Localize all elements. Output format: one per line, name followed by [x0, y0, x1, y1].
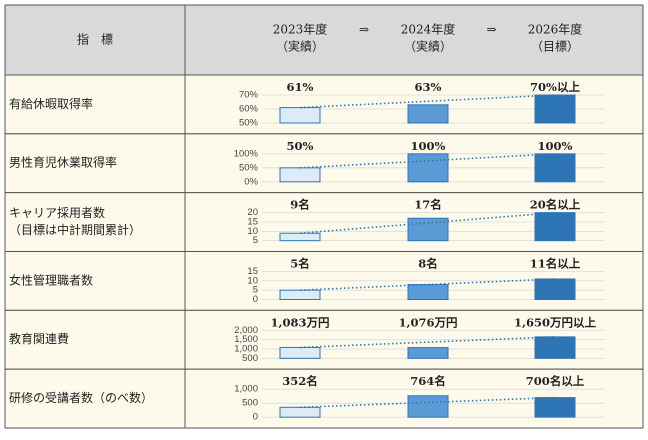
header-column: 2026年度 — [528, 22, 583, 37]
header-bg — [4, 4, 644, 76]
y-tick-label: 15 — [247, 266, 258, 277]
value-label: 17名 — [414, 198, 442, 212]
row-label: 有給休暇取得率 — [9, 96, 93, 111]
bar — [279, 232, 321, 242]
value-label: 700名以上 — [526, 374, 585, 388]
y-tick-label: 50% — [239, 118, 259, 129]
bar — [407, 284, 449, 300]
value-label: 61% — [287, 80, 314, 94]
header-column: 2024年度 — [401, 22, 456, 37]
bar — [279, 346, 321, 359]
value-label: 70%以上 — [530, 80, 580, 94]
y-tick-label: 0 — [253, 294, 258, 305]
value-label: 352名 — [282, 374, 318, 388]
row-label: 女性管理職者数 — [9, 272, 93, 287]
row-label: （目標は中計期間累計） — [9, 222, 141, 237]
bar — [534, 153, 576, 183]
y-tick-label: 1,000 — [234, 384, 258, 395]
header-column: （実績） — [276, 39, 324, 54]
bar — [407, 395, 449, 418]
value-label: 50% — [287, 139, 314, 153]
header-column: （目標） — [531, 40, 579, 54]
bar — [407, 347, 449, 359]
value-label: 8名 — [418, 256, 438, 270]
trend-line — [299, 278, 556, 291]
bar — [534, 397, 576, 418]
trend-line — [299, 211, 556, 234]
bar — [407, 217, 449, 242]
header-column: （実績） — [404, 39, 452, 54]
header-column: 2023年度 — [273, 22, 328, 37]
bar — [407, 104, 449, 124]
row-label: 研修の受講者数（のべ数） — [9, 390, 153, 405]
bar — [534, 278, 576, 300]
value-label: 100% — [411, 139, 446, 153]
bar — [279, 107, 321, 124]
y-tick-label: 1,000 — [234, 344, 258, 355]
y-tick-label: 5 — [253, 285, 258, 296]
bar — [534, 94, 576, 124]
y-tick-label: 2,000 — [234, 325, 258, 336]
value-label: 9名 — [290, 198, 310, 212]
y-tick-label: 10 — [247, 275, 258, 286]
y-tick-label: 500 — [242, 353, 258, 364]
value-label: 1,083万円 — [270, 315, 329, 329]
row-label: キャリア採用者数 — [9, 205, 105, 220]
header-indicator: 指 標 — [77, 32, 113, 47]
trend-line — [299, 396, 556, 409]
y-tick-label: 500 — [242, 398, 258, 409]
value-label: 764名 — [410, 374, 446, 388]
trend-line — [299, 336, 556, 349]
bar — [279, 406, 321, 418]
value-label: 1,076万円 — [398, 315, 457, 329]
trend-line — [299, 94, 556, 109]
bar — [279, 289, 321, 300]
value-label: 20名以上 — [530, 198, 581, 212]
value-label: 100% — [538, 139, 573, 153]
bar — [407, 153, 449, 183]
header-arrow: ⇒ — [486, 23, 496, 37]
trend-line — [299, 153, 556, 169]
y-tick-label: 60% — [239, 104, 259, 115]
y-tick-label: 10 — [247, 226, 258, 237]
y-tick-label: 1,500 — [234, 334, 258, 345]
bar — [534, 336, 576, 359]
value-label: 5名 — [290, 256, 310, 270]
row-label: 男性育児休業取得率 — [9, 155, 117, 170]
bar — [534, 212, 576, 242]
value-label: 63% — [415, 80, 442, 94]
value-label: 11名以上 — [530, 256, 581, 270]
y-tick-label: 15 — [247, 217, 258, 228]
y-tick-label: 100% — [234, 148, 259, 159]
y-tick-label: 0 — [253, 412, 258, 423]
y-tick-label: 20 — [247, 207, 258, 218]
y-tick-label: 70% — [239, 90, 259, 101]
y-tick-label: 0% — [244, 176, 258, 187]
header-arrow: ⇒ — [359, 23, 369, 37]
bar — [279, 167, 321, 183]
value-label: 1,650万円以上 — [514, 315, 597, 329]
row-label: 教育関連費 — [9, 331, 69, 346]
y-tick-label: 50% — [239, 162, 259, 173]
y-tick-label: 5 — [253, 235, 258, 246]
